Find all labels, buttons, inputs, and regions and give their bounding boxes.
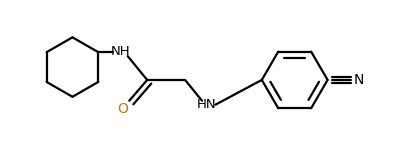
Text: O: O bbox=[117, 102, 128, 116]
Text: NH: NH bbox=[111, 45, 130, 58]
Text: HN: HN bbox=[197, 98, 217, 111]
Text: N: N bbox=[353, 73, 364, 87]
